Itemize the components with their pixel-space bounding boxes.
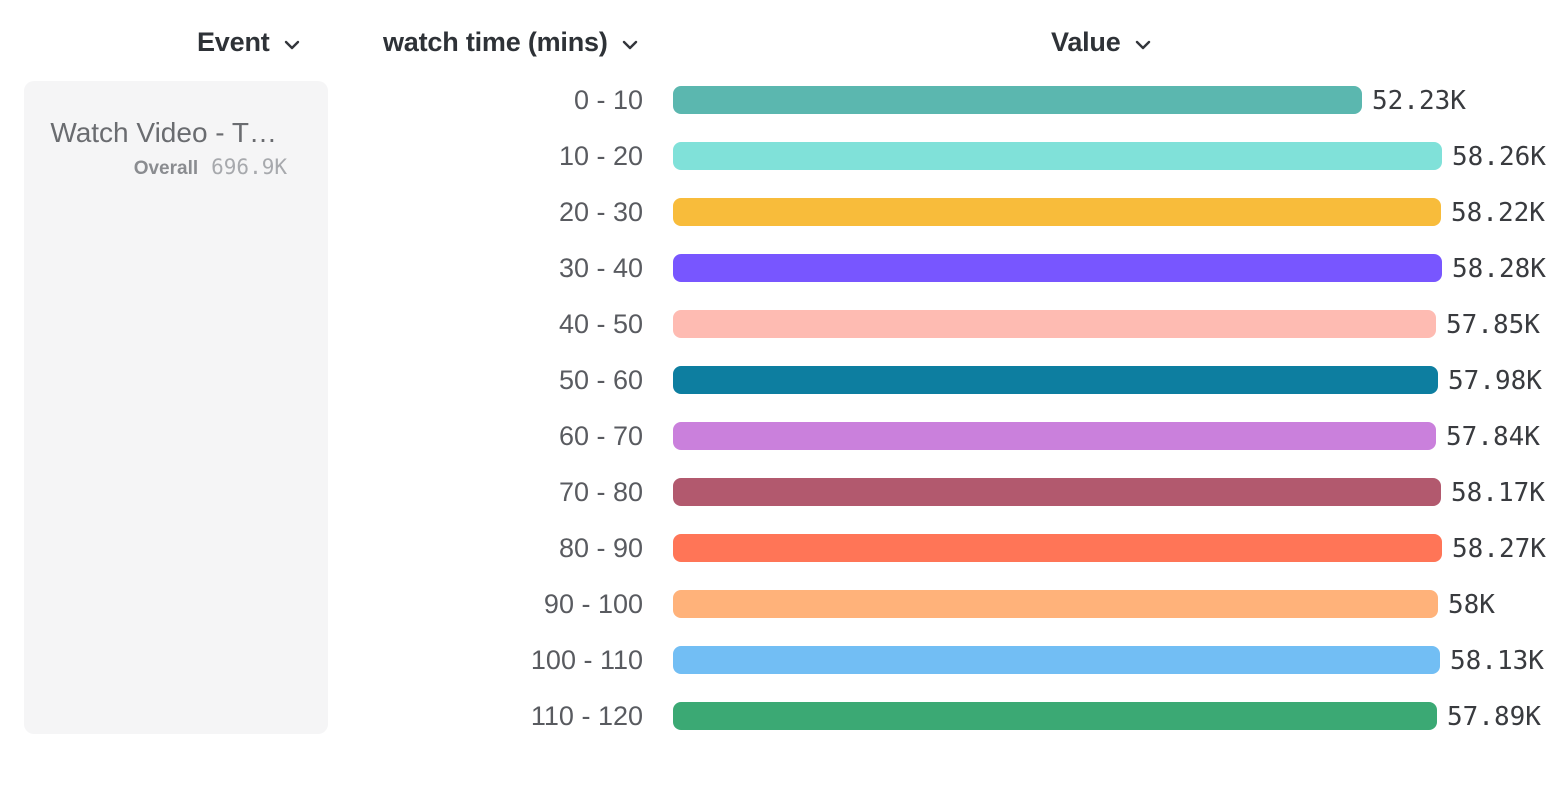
bar-segment[interactable] [673, 702, 1437, 730]
category-label: 70 - 80 [558, 477, 643, 507]
overall-label: Overall [133, 158, 199, 179]
category-label: 110 - 120 [530, 701, 643, 731]
chevron-down-icon [1135, 40, 1150, 49]
bar-segment[interactable] [673, 86, 1362, 114]
bar-segment[interactable] [673, 646, 1440, 674]
bar-row: 70 - 80 58.17K [0, 477, 1568, 509]
column-header-breakdown-label: watch time (mins) [383, 26, 608, 57]
column-header-breakdown[interactable]: watch time (mins) [383, 27, 638, 57]
column-header-value-label: Value [1051, 26, 1121, 57]
bar-row: 40 - 50 57.85K [0, 309, 1568, 341]
value-label: 58.26K [1452, 142, 1546, 172]
bar-row: 30 - 40 58.28K [0, 253, 1568, 285]
value-label: 52.23K [1372, 86, 1466, 116]
bar-row: 60 - 70 57.84K [0, 421, 1568, 453]
overall-value: 696.9K [211, 155, 287, 179]
bar-segment[interactable] [673, 478, 1441, 506]
column-header-value[interactable]: Value [1051, 27, 1151, 57]
bar-row: 110 - 120 57.89K [0, 701, 1568, 733]
bar-row: 10 - 20 58.26K [0, 141, 1568, 173]
event-name: Watch Video - T… [50, 117, 277, 148]
bar-row: 50 - 60 57.98K [0, 365, 1568, 397]
category-label: 80 - 90 [558, 533, 643, 563]
category-label: 40 - 50 [558, 309, 643, 339]
category-label: 90 - 100 [543, 589, 643, 619]
value-label: 57.98K [1448, 366, 1542, 396]
chevron-down-icon [622, 40, 637, 49]
category-label: 100 - 110 [530, 645, 643, 675]
value-label: 58.27K [1452, 534, 1546, 564]
bar-segment[interactable] [673, 198, 1441, 226]
overall-row: Overall 696.9K [134, 155, 287, 180]
value-label: 58.13K [1450, 646, 1544, 676]
value-label: 58.28K [1452, 254, 1546, 284]
bar-segment[interactable] [673, 310, 1436, 338]
bar-segment[interactable] [673, 422, 1436, 450]
bar-row: 20 - 30 58.22K [0, 197, 1568, 229]
category-label: 30 - 40 [558, 253, 643, 283]
category-label: 60 - 70 [558, 421, 643, 451]
value-label: 58K [1448, 590, 1495, 620]
bar-segment[interactable] [673, 142, 1442, 170]
value-label: 58.22K [1451, 198, 1545, 228]
column-header-event-label: Event [197, 26, 270, 57]
value-label: 57.89K [1447, 702, 1541, 732]
value-label: 57.84K [1446, 422, 1540, 452]
category-label: 20 - 30 [558, 197, 643, 227]
category-label: 10 - 20 [558, 141, 643, 171]
event-legend-card[interactable]: Watch Video - T… Overall 696.9K [24, 81, 328, 734]
value-label: 58.17K [1451, 478, 1545, 508]
bar-row: 90 - 100 58K [0, 589, 1568, 621]
category-label: 0 - 10 [573, 85, 643, 115]
chevron-down-icon [284, 40, 299, 49]
bar-row: 0 - 10 52.23K [0, 85, 1568, 117]
bar-segment[interactable] [673, 254, 1442, 282]
bar-row: 100 - 110 58.13K [0, 645, 1568, 677]
bar-segment[interactable] [673, 590, 1438, 618]
bar-segment[interactable] [673, 534, 1442, 562]
column-header-event[interactable]: Event [197, 27, 300, 57]
category-label: 50 - 60 [558, 365, 643, 395]
bar-row: 80 - 90 58.27K [0, 533, 1568, 565]
value-label: 57.85K [1446, 310, 1540, 340]
bar-segment[interactable] [673, 366, 1438, 394]
